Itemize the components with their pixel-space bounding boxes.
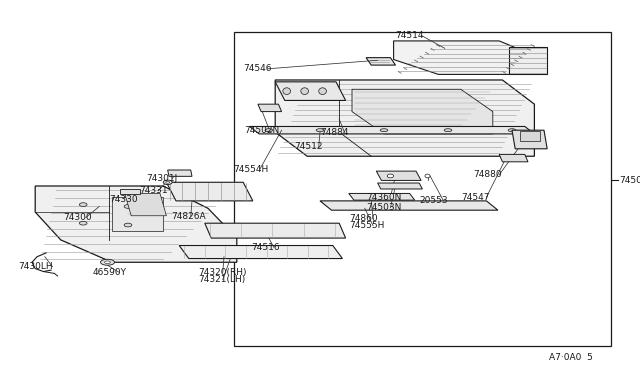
Ellipse shape	[265, 129, 273, 132]
Polygon shape	[520, 131, 540, 141]
Text: 74321(LH): 74321(LH)	[198, 275, 246, 284]
Polygon shape	[320, 201, 498, 210]
Text: 74546: 74546	[243, 64, 272, 73]
Polygon shape	[250, 126, 534, 134]
Text: 74330: 74330	[109, 195, 138, 204]
Text: 74514: 74514	[396, 31, 424, 40]
Polygon shape	[166, 182, 253, 201]
Text: 74826A: 74826A	[172, 212, 206, 221]
Ellipse shape	[166, 181, 170, 183]
Ellipse shape	[163, 180, 172, 185]
Text: 46590Y: 46590Y	[93, 268, 127, 277]
Text: 74502N: 74502N	[244, 126, 280, 135]
Ellipse shape	[380, 129, 388, 132]
Polygon shape	[120, 189, 140, 194]
Bar	[234, 32, 611, 346]
Text: 74500: 74500	[620, 176, 640, 185]
Polygon shape	[35, 186, 237, 262]
Polygon shape	[168, 170, 192, 176]
Polygon shape	[349, 193, 415, 200]
Text: 74884: 74884	[320, 128, 349, 137]
Text: 20553: 20553	[419, 196, 448, 205]
Polygon shape	[378, 183, 422, 189]
Text: 74516: 74516	[251, 243, 280, 252]
Text: 74860: 74860	[349, 214, 378, 223]
Text: 74555H: 74555H	[349, 221, 384, 230]
Ellipse shape	[100, 259, 115, 265]
Polygon shape	[112, 197, 163, 231]
Ellipse shape	[124, 223, 132, 227]
Ellipse shape	[124, 205, 132, 208]
Text: 74320(RH): 74320(RH)	[198, 268, 247, 277]
Ellipse shape	[79, 203, 87, 206]
Polygon shape	[275, 82, 346, 100]
Polygon shape	[352, 89, 493, 134]
Ellipse shape	[79, 221, 87, 225]
Polygon shape	[275, 80, 534, 156]
Polygon shape	[258, 104, 282, 112]
Ellipse shape	[301, 88, 308, 94]
Text: 74360N: 74360N	[366, 193, 401, 202]
Text: 74503N: 74503N	[366, 203, 401, 212]
Polygon shape	[179, 246, 342, 259]
Polygon shape	[512, 130, 547, 149]
Text: A7·0A0  5: A7·0A0 5	[549, 353, 593, 362]
Polygon shape	[394, 41, 544, 74]
Polygon shape	[125, 193, 166, 216]
Ellipse shape	[319, 88, 326, 94]
Ellipse shape	[105, 261, 111, 263]
Ellipse shape	[387, 174, 394, 178]
Ellipse shape	[508, 129, 516, 132]
Polygon shape	[509, 46, 547, 74]
Text: 74547: 74547	[461, 193, 490, 202]
Text: 74880: 74880	[474, 170, 502, 179]
Polygon shape	[376, 171, 421, 180]
Text: 7430LH: 7430LH	[18, 262, 52, 271]
Text: 74554H: 74554H	[234, 165, 269, 174]
Polygon shape	[205, 223, 346, 238]
Text: 74301J: 74301J	[146, 174, 177, 183]
Polygon shape	[499, 154, 528, 162]
Ellipse shape	[425, 174, 430, 178]
Ellipse shape	[444, 129, 452, 132]
Polygon shape	[366, 58, 396, 65]
Ellipse shape	[283, 88, 291, 94]
Text: 74300: 74300	[63, 213, 92, 222]
Text: 74512: 74512	[294, 142, 323, 151]
Ellipse shape	[316, 129, 324, 132]
Text: 74331: 74331	[140, 186, 168, 195]
